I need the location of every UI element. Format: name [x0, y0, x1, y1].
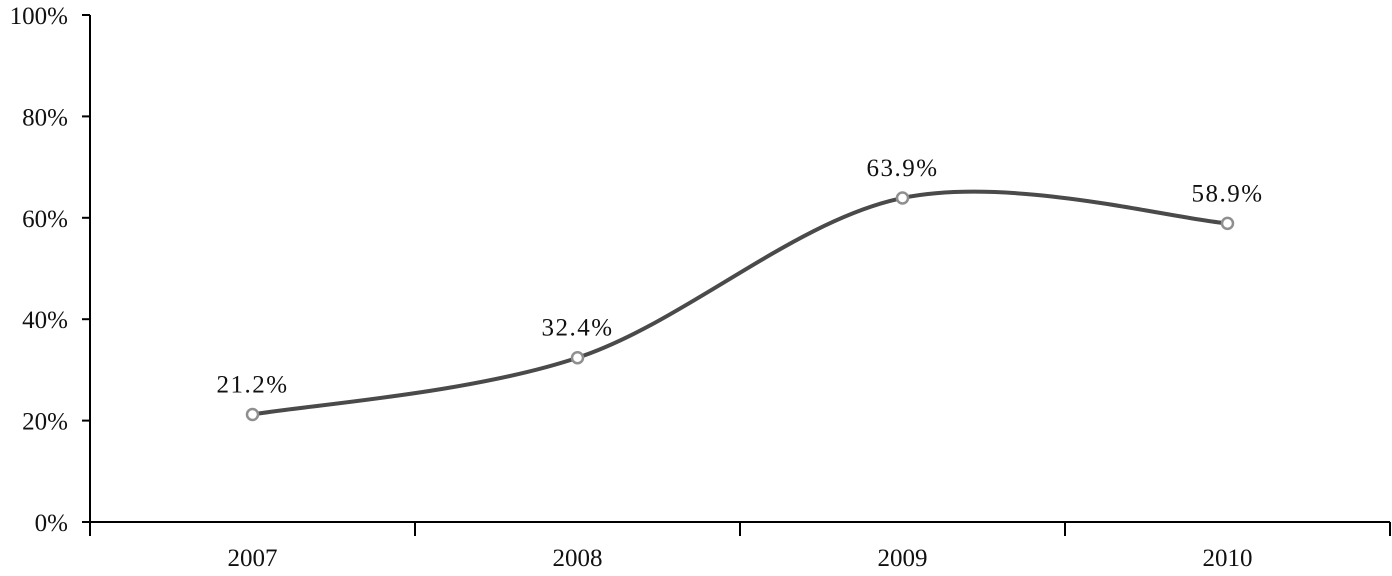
series-line [250, 189, 1230, 417]
data-label-2008: 32.4% [541, 315, 613, 342]
data-label-2009: 63.9% [866, 155, 938, 182]
x-tick-label: 2010 [1203, 545, 1253, 572]
y-tick-label: 60% [22, 206, 68, 233]
y-tick-label: 40% [22, 307, 68, 334]
x-tick-label: 2008 [553, 545, 603, 572]
y-tick-label: 100% [10, 3, 68, 30]
axes: 0% 20% 40% 60% 80% 100% 2007 2008 2009 2010 [10, 3, 1391, 572]
data-point-2007 [245, 407, 260, 422]
data-point-2010 [1220, 216, 1235, 231]
series-layer [245, 189, 1235, 422]
y-tick-label: 0% [35, 510, 68, 537]
data-point-2009 [895, 191, 910, 205]
data-point-2008 [570, 350, 585, 365]
data-label-2010: 58.9% [1191, 180, 1263, 207]
y-tick-label: 20% [22, 409, 68, 436]
y-tick-label: 80% [22, 104, 68, 131]
x-tick-label: 2009 [878, 545, 928, 572]
data-labels: 21.2% 32.4% 63.9% 58.9% [216, 155, 1263, 399]
data-label-2007: 21.2% [216, 372, 288, 399]
x-tick-label: 2007 [228, 545, 278, 572]
